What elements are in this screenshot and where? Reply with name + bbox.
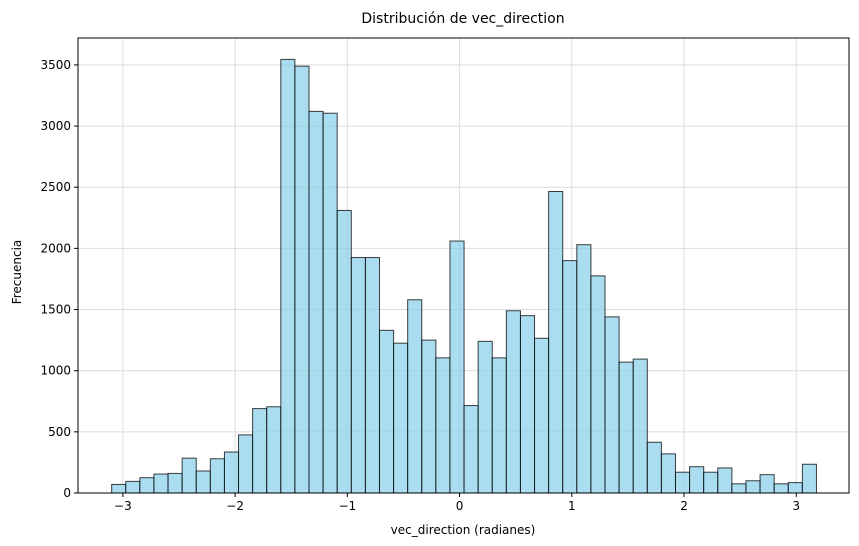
histogram-bar bbox=[745, 480, 761, 494]
histogram-bar bbox=[280, 58, 296, 494]
y-tick-label: 2500 bbox=[40, 180, 71, 194]
histogram-bar bbox=[139, 477, 155, 494]
histogram-bar bbox=[548, 191, 564, 494]
y-tick-label: 3500 bbox=[40, 58, 71, 72]
x-tick-label: 2 bbox=[680, 499, 688, 513]
histogram-bar bbox=[491, 357, 507, 494]
histogram-bar bbox=[534, 337, 550, 494]
plot-frame bbox=[77, 37, 850, 494]
histogram-bar bbox=[322, 112, 338, 494]
histogram-bar bbox=[153, 473, 169, 494]
histogram-bar bbox=[181, 457, 197, 494]
histogram-bar bbox=[576, 244, 592, 494]
histogram-bar bbox=[660, 453, 676, 494]
histogram-bars bbox=[111, 58, 817, 494]
x-tick-label: −2 bbox=[226, 499, 244, 513]
histogram-bar bbox=[590, 275, 606, 494]
histogram-bar bbox=[646, 441, 662, 494]
histogram-bar bbox=[562, 260, 578, 494]
x-tick-label: −3 bbox=[114, 499, 132, 513]
histogram-bar bbox=[773, 483, 789, 494]
histogram-bar bbox=[604, 316, 620, 494]
histogram-bar bbox=[407, 299, 423, 494]
y-axis-ticks: 0 500 1000 1500 2000 2500 3000 3500 bbox=[40, 58, 78, 500]
histogram-bar bbox=[238, 434, 254, 494]
histogram-bar bbox=[787, 482, 803, 494]
histogram-bar bbox=[350, 257, 366, 494]
histogram-bar bbox=[717, 467, 733, 494]
histogram-bar bbox=[703, 471, 719, 494]
histogram-bar bbox=[449, 240, 465, 494]
histogram-bar bbox=[632, 358, 648, 494]
histogram-bar bbox=[618, 361, 634, 494]
y-tick-label: 1000 bbox=[40, 364, 71, 378]
x-tick-label: 3 bbox=[792, 499, 800, 513]
x-tick-label: 0 bbox=[456, 499, 464, 513]
histogram-bar bbox=[111, 483, 127, 494]
histogram-bar bbox=[505, 310, 521, 494]
x-axis-ticks: −3 −2 −1 0 1 2 3 bbox=[114, 493, 800, 513]
histogram-bar bbox=[519, 315, 536, 494]
histogram-bar bbox=[223, 451, 240, 494]
x-tick-label: 1 bbox=[568, 499, 576, 513]
chart-title: Distribución de vec_direction bbox=[361, 11, 564, 27]
y-tick-label: 0 bbox=[63, 486, 71, 500]
histogram-bar bbox=[167, 472, 183, 494]
histogram-bar bbox=[125, 480, 141, 494]
histogram-bar bbox=[674, 471, 691, 494]
y-tick-label: 3000 bbox=[40, 119, 71, 133]
histogram-bar bbox=[421, 339, 437, 494]
x-axis-label: vec_direction (radianes) bbox=[391, 523, 536, 537]
histogram-bar bbox=[195, 470, 211, 494]
histogram-bar bbox=[209, 458, 225, 494]
histogram-bar bbox=[801, 463, 817, 494]
histogram-bar bbox=[759, 474, 775, 494]
y-tick-label: 500 bbox=[48, 425, 71, 439]
histogram-bar bbox=[463, 405, 479, 494]
x-tick-label: −1 bbox=[338, 499, 356, 513]
grid-lines bbox=[78, 38, 849, 494]
histogram-bar bbox=[266, 406, 282, 494]
histogram-bar bbox=[252, 408, 268, 494]
histogram-bar bbox=[364, 257, 380, 494]
histogram-bar bbox=[731, 483, 747, 494]
histogram-bar bbox=[435, 357, 451, 494]
histogram-bar bbox=[308, 110, 324, 494]
y-tick-label: 2000 bbox=[40, 241, 71, 255]
histogram-bar bbox=[294, 65, 310, 494]
histogram-bar bbox=[336, 209, 352, 494]
y-axis-label: Frecuencia bbox=[10, 240, 24, 305]
y-tick-label: 1500 bbox=[40, 303, 71, 317]
histogram-bar bbox=[689, 466, 705, 494]
histogram-bar bbox=[378, 329, 395, 494]
histogram-bar bbox=[393, 342, 409, 494]
histogram-bar bbox=[477, 340, 493, 494]
